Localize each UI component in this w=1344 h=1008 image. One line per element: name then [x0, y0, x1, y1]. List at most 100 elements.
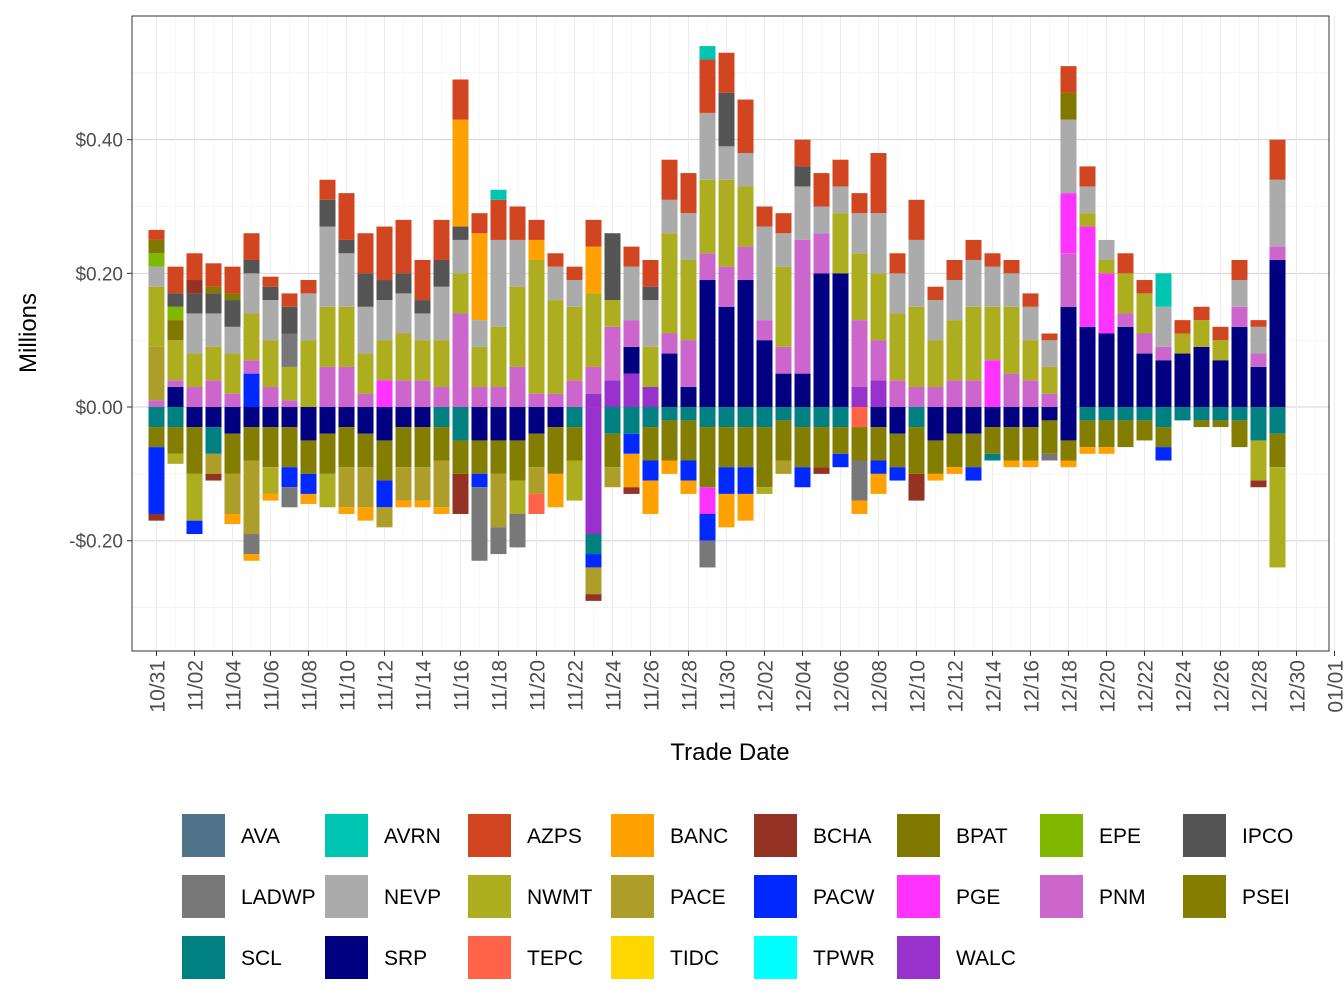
- bar-segment-pnm: [737, 246, 754, 281]
- bar-segment-scl: [718, 407, 735, 428]
- bar-segment-azps: [946, 259, 963, 281]
- bar-segment-scl: [1098, 407, 1115, 421]
- bar-segment-bpat: [148, 239, 165, 254]
- bar-segment-ipco: [376, 280, 393, 301]
- bar-segment-ipco: [433, 259, 450, 287]
- bar-segment-nwmt: [908, 306, 925, 387]
- bar-segment-nwmt: [946, 320, 963, 381]
- bar-segment-banc: [452, 119, 469, 227]
- bar-segment-banc: [395, 500, 412, 508]
- bar-segment-srp: [300, 407, 317, 441]
- bar-segment-nwmt: [1269, 467, 1286, 568]
- bar-segment-azps: [319, 179, 336, 200]
- bar-segment-bcha: [585, 594, 602, 601]
- bar-segment-nwmt: [338, 306, 355, 367]
- bar-segment-pacw: [718, 467, 735, 494]
- bar-segment-scl: [642, 407, 659, 428]
- y-tick-label: $0.20: [75, 264, 123, 285]
- bar-segment-nwmt: [300, 340, 317, 408]
- bar-segment-pnm: [1155, 346, 1172, 361]
- bar-segment-srp: [528, 407, 545, 434]
- bar-segment-srp: [889, 407, 906, 434]
- bar-segment-srp: [357, 407, 374, 434]
- bar-segment-pace: [528, 467, 545, 494]
- bar-segment-nwmt: [1022, 340, 1039, 381]
- bar-segment-scl: [1250, 407, 1267, 441]
- x-tick-label: 11/26: [641, 660, 664, 711]
- bar-segment-nwmt: [167, 453, 184, 464]
- bar-segment-pnm: [509, 366, 526, 408]
- bar-segment-nevp: [243, 273, 260, 314]
- y-axis: -$0.20 $0.00 $0.20 $0.40: [69, 131, 132, 553]
- legend-label: PSEI: [1242, 886, 1290, 909]
- bar-segment-pace: [414, 467, 431, 501]
- bar-segment-srp: [1269, 259, 1286, 408]
- bar-segment-pnm: [1041, 393, 1058, 408]
- bar-segment-scl: [832, 407, 849, 428]
- bar-segment-nevp: [300, 293, 317, 341]
- bar-segment-scl: [813, 407, 830, 428]
- x-tick-label: 12/18: [1059, 660, 1082, 713]
- bar-segment-srp: [1060, 407, 1077, 441]
- bar-segment-psei: [243, 427, 260, 461]
- legend-label: NEVP: [384, 886, 441, 909]
- bar-segment-pace: [376, 507, 393, 528]
- bar-segment-azps: [414, 259, 431, 301]
- bar-segment-pnm: [338, 366, 355, 408]
- bar-segment-nwmt: [319, 473, 336, 508]
- bar-segment-azps: [585, 219, 602, 247]
- bar-segment-psei: [414, 427, 431, 468]
- bar-segment-psei: [281, 427, 298, 468]
- legend-label: EPE: [1099, 825, 1141, 848]
- bar-segment-pnm: [224, 393, 241, 408]
- bar-segment-azps: [1136, 280, 1153, 294]
- bar-segment-azps: [357, 233, 374, 274]
- bar-segment-nwmt: [566, 460, 583, 501]
- bar-segment-walc: [642, 386, 659, 408]
- x-tick-label: 11/10: [337, 660, 360, 711]
- bar-segment-srp: [1098, 333, 1115, 408]
- bar-segment-nevp: [566, 280, 583, 307]
- x-tick-label: 11/02: [185, 660, 208, 711]
- bar-segment-nwmt: [927, 340, 944, 387]
- bar-segment-pacw: [832, 453, 849, 468]
- bar-segment-banc: [433, 507, 450, 514]
- bar-segment-pnm: [186, 386, 203, 408]
- x-tick-label: 11/24: [603, 660, 626, 711]
- legend-label: PGE: [956, 886, 1000, 909]
- x-tick-label: 11/08: [299, 660, 322, 711]
- bar-segment-pge: [699, 487, 716, 514]
- bar-segment-scl: [1269, 407, 1286, 434]
- bar-segment-nwmt: [509, 286, 526, 367]
- bar-segment-ipco: [452, 226, 469, 240]
- bar-segment-psei: [1269, 433, 1286, 468]
- bar-segment-nwmt: [1117, 273, 1134, 314]
- x-axis: 10/31 11/02 11/04 11/06 11/08 11/10 11/12 11/14…: [147, 651, 1344, 713]
- bar-segment-azps: [300, 280, 317, 294]
- bar-segment-psei: [775, 420, 792, 461]
- bar-segment-azps: [452, 79, 469, 120]
- bar-segment-scl: [775, 407, 792, 421]
- bar-segment-pnm: [908, 386, 925, 408]
- bar-segment-azps: [509, 206, 526, 240]
- bar-segment-nwmt: [357, 353, 374, 394]
- bar-segment-azps: [395, 219, 412, 274]
- bar-segment-pace: [205, 453, 222, 474]
- legend-label: SRP: [384, 947, 427, 970]
- bar-segment-pacw: [243, 373, 260, 408]
- bar-segment-pnm: [205, 380, 222, 408]
- bar-segment-pacw: [585, 554, 602, 568]
- bar-segment-nevp: [357, 306, 374, 354]
- bar-segment-pacw: [148, 447, 165, 514]
- bar-segment-pge: [1098, 273, 1115, 334]
- bar-segment-banc: [718, 493, 735, 528]
- bar-segment-nevp: [414, 313, 431, 341]
- bar-segment-pacw: [870, 460, 887, 474]
- bar-segment-scl: [680, 407, 697, 421]
- bar-segment-ipco: [319, 199, 336, 227]
- bar-segment-pnm: [433, 386, 450, 408]
- bar-segment-pnm: [585, 366, 602, 394]
- bar-segment-psei: [433, 427, 450, 461]
- bar-segment-pnm: [528, 393, 545, 408]
- x-tick-label: 12/24: [1173, 660, 1196, 713]
